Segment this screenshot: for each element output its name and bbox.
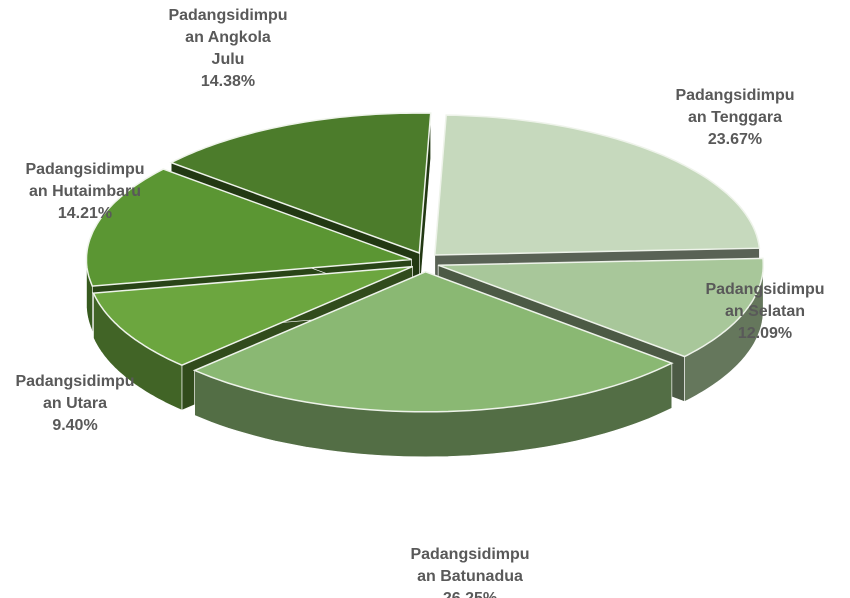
slice-label-line: Padangsidimpu: [675, 87, 794, 104]
value-label: 14.38%: [201, 73, 255, 90]
slice-label-line: an Batunadua: [417, 568, 523, 585]
slice-label-line: Padangsidimpu: [410, 546, 529, 563]
slice-label: Padangsidimpu an Selatan: [705, 281, 824, 320]
value-label: 12.09%: [738, 325, 792, 342]
slice-label-line: Padangsidimpu: [15, 373, 134, 390]
slice: [433, 114, 761, 256]
slice-label: Padangsidimpu an Batunadua: [410, 546, 529, 585]
slice-label-line: Padangsidimpu: [168, 7, 287, 24]
slice-label-line: an Hutaimbaru: [29, 183, 141, 200]
slice: [192, 270, 674, 413]
slice: [85, 168, 412, 287]
slice-label-line: an Utara: [43, 395, 107, 412]
slice-label-line: Julu: [212, 51, 245, 68]
slice-label: Padangsidimpu an Hutaimbaru: [25, 161, 144, 200]
slice-label-line: Padangsidimpu: [25, 161, 144, 178]
slice: [92, 265, 413, 367]
value-label: 9.40%: [52, 417, 97, 434]
slice-label-line: an Selatan: [725, 303, 805, 320]
value-label: 23.67%: [708, 131, 762, 148]
slice-label-line: an Tenggara: [688, 109, 782, 126]
value-label: 26.25%: [443, 590, 497, 598]
slice-label-line: Padangsidimpu: [705, 281, 824, 298]
value-label: 14.21%: [58, 205, 112, 222]
slice-label: Padangsidimpu an Tenggara: [675, 87, 794, 126]
slice: [169, 112, 432, 255]
slice-label: Padangsidimpu an Angkola Julu: [168, 7, 287, 68]
slice-label: Padangsidimpu an Utara: [15, 373, 134, 412]
slice: [437, 257, 764, 358]
slice-label-line: an Angkola: [185, 29, 271, 46]
